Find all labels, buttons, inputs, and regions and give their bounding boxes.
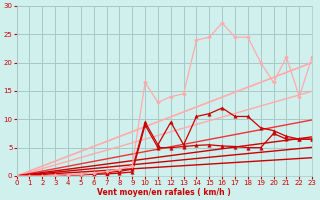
X-axis label: Vent moyen/en rafales ( km/h ): Vent moyen/en rafales ( km/h ) bbox=[98, 188, 231, 197]
